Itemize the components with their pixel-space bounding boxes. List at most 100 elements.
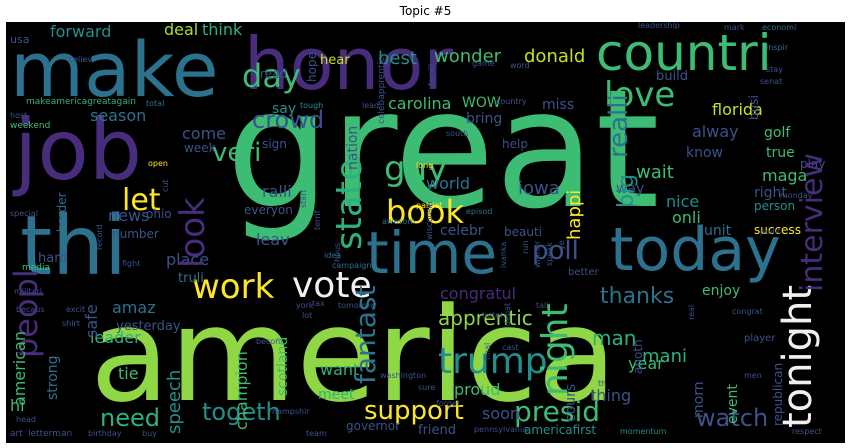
word-beauti: beauti (504, 225, 542, 239)
word-men: men (744, 371, 762, 380)
word-enjoy: enjoy (702, 283, 741, 299)
word-news: news (108, 206, 150, 225)
word-famili: famili (427, 63, 436, 86)
word-leadership: leadership (638, 22, 680, 30)
word-special: special (10, 209, 38, 218)
word-vote: vote (292, 265, 372, 306)
word-thanks: thanks (600, 284, 675, 309)
word-love: love (604, 75, 676, 115)
word-patriot: patriot (416, 201, 443, 210)
word-carolina: carolina (388, 94, 452, 113)
word-today: today (610, 215, 781, 285)
word-alway: alway (692, 122, 739, 141)
word-forward: forward (50, 22, 112, 41)
word-sure: sure (418, 383, 436, 392)
word-senat: senat (760, 77, 783, 86)
word-time: time (366, 219, 498, 287)
word-congratul: congratul (440, 284, 517, 303)
word-leav: leav (256, 230, 290, 249)
word-player: player (744, 333, 776, 344)
word-ye: ye (557, 240, 566, 250)
word-world: world (426, 174, 471, 193)
word-wisconsin: wisconsin (425, 201, 434, 240)
word-game: game (472, 59, 495, 68)
word-veri: veri (212, 138, 262, 168)
word-make: make (10, 25, 219, 114)
word-monday: monday (780, 191, 813, 200)
word-number: number (112, 227, 159, 241)
word-proud: proud (454, 380, 501, 399)
word-iowa: iowa (518, 178, 560, 199)
word-cast: cast (502, 343, 519, 352)
word-idea: idea (324, 251, 342, 260)
word-meet: meet (318, 387, 355, 403)
word-tomorrow: tomorrow (338, 301, 377, 310)
word-place: place (166, 250, 210, 269)
word-inspir: inspir (766, 43, 789, 52)
word-shirt: shirt (62, 319, 80, 328)
word-becaus: becaus (16, 305, 45, 314)
word-terrif: terrif (313, 210, 322, 230)
word-better: better (568, 267, 599, 278)
word-golf: golf (764, 125, 791, 141)
word-hard: hard (38, 251, 68, 266)
word-honor: honor (244, 22, 453, 106)
word-washington: washington (380, 371, 427, 380)
word-american: american (10, 331, 29, 406)
word-celebr: celebr (440, 223, 484, 239)
word-border: border (55, 192, 69, 232)
word-everyon: everyon (244, 203, 293, 217)
word-ivanka: ivanka (499, 241, 508, 268)
word-safe: safe (82, 304, 101, 338)
word-anoth: anoth (631, 339, 645, 374)
word-nice: nice (666, 192, 700, 211)
word-read: read (260, 67, 288, 81)
word-debat: debat (503, 302, 512, 326)
word-respect: respect (792, 427, 822, 436)
word-book: book (386, 193, 464, 231)
word-man: man (592, 326, 637, 350)
word-south: south (446, 129, 469, 138)
word-york: york (296, 301, 314, 310)
word-scotland: scotland (275, 336, 291, 396)
word-open: open (148, 159, 168, 168)
word-right: right (754, 185, 787, 201)
word-episod: episod (466, 207, 493, 216)
word-day: day (242, 57, 301, 95)
word-wait: wait (636, 162, 674, 183)
word-hotel: hotel (482, 311, 503, 320)
word-makeamericagreatagain: makeamericagreatagain (26, 97, 136, 107)
word-final: final (483, 342, 492, 360)
word-tough: tough (300, 101, 324, 110)
word-governor: governor (346, 419, 401, 433)
word-want: want (320, 360, 360, 379)
word-come: come (182, 124, 227, 143)
chart-title: Topic #5 (399, 4, 452, 18)
word-americafirst: americafirst (524, 423, 597, 437)
word-art: art (10, 429, 23, 439)
word-guy: guy (384, 149, 448, 189)
word-night: night (535, 303, 576, 396)
word-america: america (90, 279, 617, 431)
word-wonder: wonder (434, 46, 502, 67)
word-great: great (226, 54, 660, 245)
word-host: host (10, 111, 28, 120)
word-sign: sign (262, 137, 287, 151)
word-miss: miss (542, 97, 575, 113)
word-amaz: amaz (112, 298, 156, 317)
word-mark: mark (724, 23, 745, 32)
word-stay: stay (766, 65, 783, 74)
word-realli: realli (604, 94, 634, 158)
word-job: job (14, 101, 143, 199)
word-strong: strong (45, 355, 61, 400)
word-cloud-canvas: great america make honor job thi countri… (6, 22, 845, 443)
word-congrat: congrat (732, 307, 763, 316)
word-apprentic: apprentic (438, 306, 533, 330)
word-think: think (202, 22, 243, 39)
word-mani: mani (642, 346, 687, 367)
word-speech: speech (164, 369, 185, 434)
word-morn: morn (691, 381, 707, 418)
word-maga: maga (762, 166, 808, 185)
word-run: run (521, 240, 530, 254)
word-state: state (329, 158, 370, 250)
